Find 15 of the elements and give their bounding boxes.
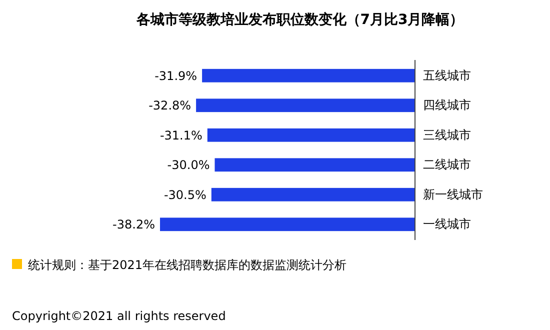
data-label: -30.5% bbox=[164, 188, 206, 202]
y-tick-label: 一线城市 bbox=[423, 217, 471, 232]
y-tick-label: 三线城市 bbox=[423, 128, 471, 142]
data-label: -31.1% bbox=[160, 128, 202, 142]
y-tick-label: 五线城市 bbox=[423, 68, 471, 82]
text: 统计规则：基于2021年在线招聘数据库的数据监测统计分析 bbox=[28, 258, 347, 272]
chart-title: 各城市等级教培业发布职位数变化（7月比3月降幅） bbox=[135, 11, 464, 28]
y-tick-label: 二线城市 bbox=[423, 158, 471, 172]
y-tick-label: 四线城市 bbox=[423, 98, 471, 112]
text: Copyright©2021 all rights reserved bbox=[12, 309, 226, 323]
y-tick-label: 新一线城市 bbox=[423, 187, 483, 202]
data-label: -32.8% bbox=[148, 98, 192, 113]
data-label: -31.9% bbox=[154, 68, 198, 83]
data-label: -30.0% bbox=[167, 158, 210, 172]
data-label: -38.2% bbox=[112, 218, 155, 232]
